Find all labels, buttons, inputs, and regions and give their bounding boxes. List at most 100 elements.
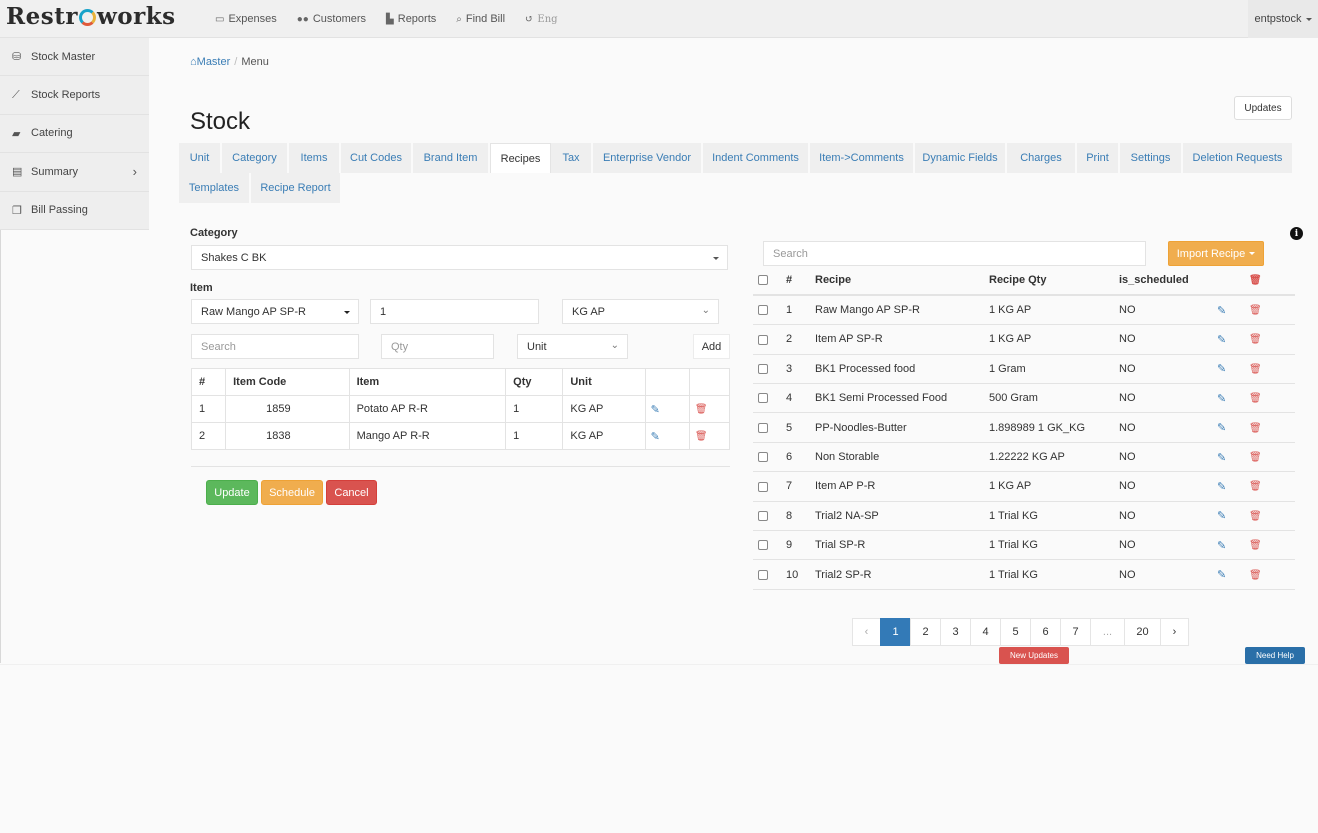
row-checkbox[interactable] xyxy=(758,393,768,404)
tab-enterprise-vendor[interactable]: Enterprise Vendor xyxy=(593,143,703,173)
tab-unit[interactable]: Unit xyxy=(179,143,222,173)
tab-category[interactable]: Category xyxy=(222,143,289,173)
new-updates-button[interactable]: New Updates xyxy=(999,647,1069,664)
tab-indent-comments[interactable]: Indent Comments xyxy=(703,143,810,173)
tab-charges[interactable]: Charges xyxy=(1007,143,1077,173)
tab-templates[interactable]: Templates xyxy=(179,173,251,203)
edit-icon[interactable]: ✎ xyxy=(1217,451,1227,464)
trash-icon[interactable]: 🗑 xyxy=(1249,481,1262,493)
tab-print[interactable]: Print xyxy=(1077,143,1120,173)
nav-find-bill[interactable]: ⌕ Find Bill xyxy=(456,13,506,25)
category-select[interactable]: Shakes C BK xyxy=(191,245,728,270)
nav-language[interactable]: ↺ Eng xyxy=(525,13,558,25)
tab-item-comments[interactable]: Item->Comments xyxy=(810,143,915,173)
qty-input[interactable]: 1 xyxy=(370,299,539,324)
trash-icon[interactable]: 🗑 xyxy=(1249,510,1262,522)
cell-index: 5 xyxy=(781,412,815,443)
tab-deletion-requests[interactable]: Deletion Requests xyxy=(1183,143,1294,173)
recipe-search-input[interactable]: Search xyxy=(763,241,1146,266)
tab-items[interactable]: Items xyxy=(289,143,341,173)
sidebar-item-stock-master[interactable]: ⛁ Stock Master xyxy=(0,38,149,77)
trash-icon[interactable]: 🗑 xyxy=(1249,305,1262,317)
trash-icon[interactable]: 🗑 xyxy=(1249,569,1262,581)
tab-recipes[interactable]: Recipes xyxy=(490,143,551,173)
row-checkbox[interactable] xyxy=(758,305,768,316)
edit-icon[interactable]: ✎ xyxy=(1217,569,1227,582)
page-button[interactable]: 6 xyxy=(1030,618,1061,646)
row-checkbox[interactable] xyxy=(758,510,768,521)
row-checkbox[interactable] xyxy=(758,569,768,580)
page-button[interactable]: 5 xyxy=(1000,618,1031,646)
edit-icon[interactable]: ✎ xyxy=(1217,480,1227,493)
nav-expenses[interactable]: ▭ Expenses xyxy=(215,13,277,25)
trash-icon[interactable]: 🗑 xyxy=(1249,393,1262,405)
row-checkbox[interactable] xyxy=(758,334,768,345)
edit-icon[interactable]: ✎ xyxy=(1217,333,1227,346)
row-checkbox[interactable] xyxy=(758,363,768,374)
chevron-right-icon: › xyxy=(132,164,137,180)
sidebar-item-summary[interactable]: ▤ Summary › xyxy=(0,153,149,192)
need-help-button[interactable]: Need Help xyxy=(1245,647,1305,664)
tab-brand-item[interactable]: Brand Item xyxy=(413,143,490,173)
trash-icon[interactable]: 🗑 xyxy=(1249,363,1262,375)
info-icon[interactable]: i xyxy=(1290,227,1303,240)
row-checkbox[interactable] xyxy=(758,481,768,492)
page-button[interactable]: 1 xyxy=(880,618,911,646)
tab-recipe-report[interactable]: Recipe Report xyxy=(251,173,342,203)
edit-icon[interactable]: ✎ xyxy=(1217,304,1227,317)
add-button[interactable]: Add xyxy=(693,334,730,359)
cell-recipe: Item AP SP-R xyxy=(815,324,989,355)
tab-cut-codes[interactable]: Cut Codes xyxy=(341,143,413,173)
trash-icon[interactable]: 🗑 xyxy=(694,431,708,442)
update-button[interactable]: Update xyxy=(206,480,258,505)
unit-select[interactable]: KG AP ⌄ xyxy=(562,299,719,324)
edit-icon[interactable]: ✎ xyxy=(1217,510,1227,523)
edit-icon[interactable]: ✎ xyxy=(1217,422,1227,435)
page-button[interactable]: 3 xyxy=(940,618,971,646)
user-menu[interactable]: entpstock xyxy=(1248,0,1318,38)
page-button[interactable]: 2 xyxy=(910,618,941,646)
app-logo[interactable]: Restr works xyxy=(6,3,176,30)
schedule-button[interactable]: Schedule xyxy=(261,480,323,505)
next-page-button[interactable]: › xyxy=(1160,618,1189,646)
page-button[interactable]: 20 xyxy=(1124,618,1161,646)
cancel-button[interactable]: Cancel xyxy=(326,480,377,505)
cell-code: 1859 xyxy=(225,395,350,423)
trash-icon[interactable]: 🗑 xyxy=(694,404,708,415)
trash-icon[interactable]: 🗑 xyxy=(1249,540,1262,552)
edit-icon[interactable]: ✎ xyxy=(1217,392,1227,405)
tab-settings[interactable]: Settings xyxy=(1120,143,1183,173)
row-checkbox[interactable] xyxy=(758,540,768,551)
updates-button[interactable]: Updates xyxy=(1234,96,1292,120)
page-button[interactable]: 7 xyxy=(1060,618,1091,646)
edit-icon[interactable]: ✎ xyxy=(1217,363,1227,376)
qty-filter-input[interactable]: Qty xyxy=(381,334,494,359)
row-checkbox[interactable] xyxy=(758,452,768,463)
items-table: # Item Code Item Qty Unit 1 1859 Potato … xyxy=(190,368,731,450)
breadcrumb-home[interactable]: ⌂Master xyxy=(190,56,231,68)
tab-tax[interactable]: Tax xyxy=(551,143,593,173)
cell-index: 10 xyxy=(781,559,815,590)
sidebar-item-bill-passing[interactable]: ❐ Bill Passing xyxy=(0,192,149,230)
trash-icon[interactable]: 🗑 xyxy=(1249,452,1262,464)
import-recipe-button[interactable]: Import Recipe xyxy=(1168,241,1264,266)
sidebar-item-stock-reports[interactable]: ⟋ Stock Reports xyxy=(0,76,149,115)
trash-icon[interactable]: 🗑 xyxy=(1249,422,1262,434)
item-search-input[interactable]: Search xyxy=(191,334,359,359)
trash-icon[interactable]: 🗑 xyxy=(1249,334,1262,346)
select-all-checkbox[interactable] xyxy=(758,275,768,286)
prev-page-button[interactable]: ‹ xyxy=(852,618,881,646)
nav-customers[interactable]: ●● Customers xyxy=(296,13,367,25)
tab-dynamic-fields[interactable]: Dynamic Fields xyxy=(915,143,1007,173)
edit-icon[interactable]: ✎ xyxy=(650,430,660,443)
page-button[interactable]: 4 xyxy=(970,618,1001,646)
cell-is-scheduled: NO xyxy=(1119,295,1217,326)
edit-icon[interactable]: ✎ xyxy=(1217,539,1227,552)
item-select[interactable]: Raw Mango AP SP-R xyxy=(191,299,359,324)
row-checkbox[interactable] xyxy=(758,422,768,433)
nav-reports[interactable]: ▙ Reports xyxy=(386,13,437,25)
sidebar-item-catering[interactable]: ▰ Catering xyxy=(0,115,149,154)
trash-icon[interactable]: 🗑 xyxy=(1249,275,1262,287)
unit-filter-select[interactable]: Unit ⌄ xyxy=(517,334,628,359)
edit-icon[interactable]: ✎ xyxy=(650,403,660,416)
